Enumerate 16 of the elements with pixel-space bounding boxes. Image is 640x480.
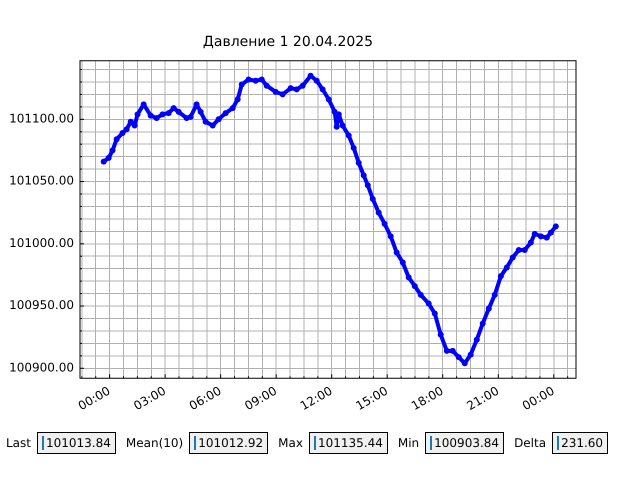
text: Delta: [514, 436, 546, 450]
text-field: 231.60: [552, 432, 608, 454]
text-field: 101135.44: [308, 432, 388, 454]
y-tick-label: 101000.00: [9, 236, 74, 250]
chart-title: Давление 1 20.04.2025: [202, 34, 374, 50]
y-tick-label: 101100.00: [9, 111, 74, 126]
y-tick-label: 101050.00: [9, 174, 74, 188]
y-tick-label: 100900.00: [9, 360, 74, 374]
y-tick-label: 100950.00: [9, 298, 74, 312]
text: Mean(10): [126, 436, 184, 450]
text-field: 101012.92: [189, 432, 268, 454]
text: Last: [6, 436, 31, 450]
text: Max: [278, 436, 303, 450]
text: Min: [398, 436, 420, 450]
text-field: 100903.84: [425, 432, 504, 454]
text-field: 101013.84: [37, 432, 116, 454]
